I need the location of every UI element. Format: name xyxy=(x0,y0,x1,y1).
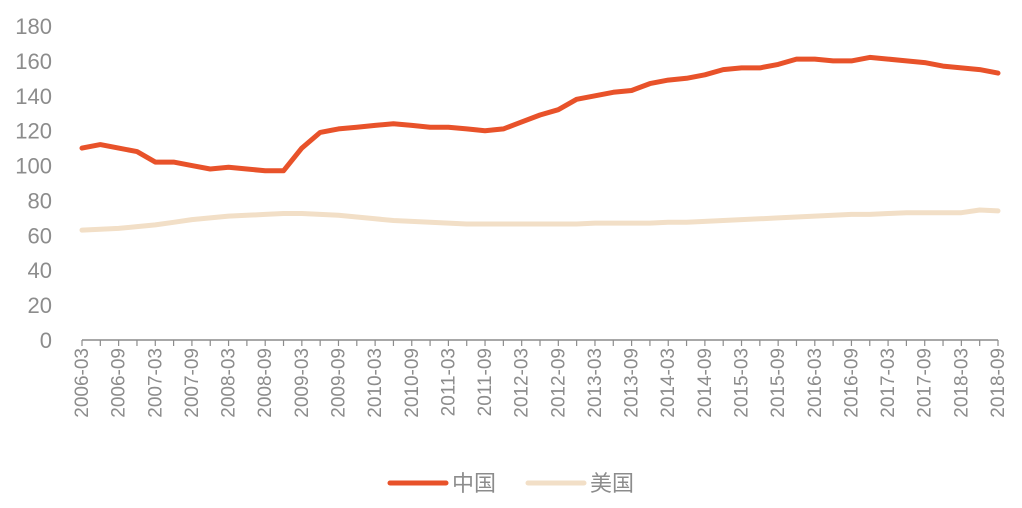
x-tick-label: 2011-03 xyxy=(438,348,459,416)
x-axis: 2006-03 2006-09 2007-03 2007-09 2008-03 2008-… xyxy=(72,339,1009,418)
x-tick-label: 2015-09 xyxy=(768,348,789,418)
y-tick-label: 180 xyxy=(15,14,52,39)
x-tick-label: 2017-09 xyxy=(915,348,936,418)
x-tick-label: 2010-03 xyxy=(365,348,386,418)
x-tick-label: 2008-09 xyxy=(255,348,276,418)
x-tick-label: 2009-09 xyxy=(328,348,349,418)
y-tick-label: 100 xyxy=(15,154,52,179)
y-tick-label: 80 xyxy=(28,188,52,213)
x-tick-label: 2010-09 xyxy=(402,348,423,418)
x-tick-label: 2017-03 xyxy=(878,348,899,418)
y-tick-label: 160 xyxy=(15,49,52,74)
y-tick-label: 60 xyxy=(28,223,52,248)
series-line-中国 xyxy=(79,54,1001,174)
x-tick-label: 2013-09 xyxy=(622,348,643,418)
x-tick-label: 2011-09 xyxy=(475,348,496,416)
x-tick-label: 2006-09 xyxy=(109,348,130,418)
x-tick-label: 2009-03 xyxy=(292,348,313,418)
y-tick-label: 40 xyxy=(28,258,52,283)
legend-label: 中国 xyxy=(452,472,496,497)
x-tick-label: 2007-09 xyxy=(182,348,203,418)
y-tick-label: 20 xyxy=(28,293,52,318)
y-tick-label: 140 xyxy=(15,84,52,109)
series-line-美国 xyxy=(79,207,1001,233)
x-tick-label: 2014-09 xyxy=(695,348,716,418)
x-tick-label: 2016-09 xyxy=(841,348,862,418)
x-tick-label: 2012-09 xyxy=(548,348,569,418)
y-axis-ticks: 0 20 40 60 80 100 120 140 160 180 xyxy=(15,14,52,353)
x-tick-label: 2007-03 xyxy=(145,348,166,418)
y-tick-label: 120 xyxy=(15,119,52,144)
legend-label: 美国 xyxy=(590,472,634,497)
y-tick-label: 0 xyxy=(40,328,52,353)
x-tick-label: 2013-03 xyxy=(585,348,606,418)
x-tick-label: 2014-03 xyxy=(658,348,679,418)
series-lines xyxy=(79,54,1001,233)
x-tick-label: 2018-09 xyxy=(988,348,1009,418)
x-tick-label: 2015-03 xyxy=(732,348,753,418)
x-tick-label: 2008-03 xyxy=(219,348,240,418)
x-tick-label: 2006-03 xyxy=(72,348,93,418)
legend: 中国 美国 xyxy=(387,472,634,497)
x-tick-label: 2012-03 xyxy=(512,348,533,418)
x-tick-label: 2016-03 xyxy=(805,348,826,418)
x-tick-label: 2018-03 xyxy=(951,348,972,418)
